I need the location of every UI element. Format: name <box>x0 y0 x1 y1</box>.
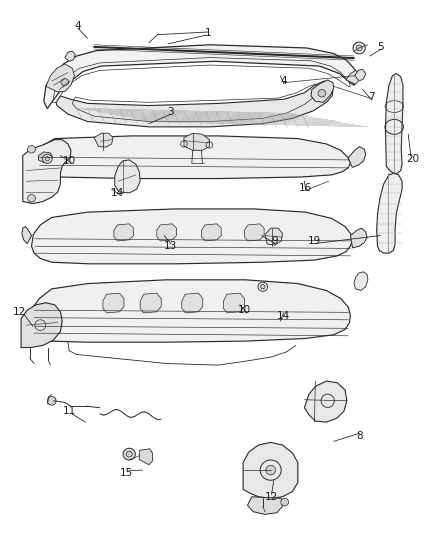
Polygon shape <box>377 173 402 253</box>
Polygon shape <box>350 228 367 248</box>
Polygon shape <box>140 293 161 313</box>
Polygon shape <box>44 45 358 109</box>
Text: 8: 8 <box>356 431 363 441</box>
Text: 20: 20 <box>406 154 419 164</box>
Ellipse shape <box>261 285 265 289</box>
Text: 12: 12 <box>265 492 278 502</box>
Text: 19: 19 <box>308 236 321 246</box>
Polygon shape <box>22 227 32 244</box>
Polygon shape <box>265 228 283 245</box>
Ellipse shape <box>126 451 132 457</box>
Polygon shape <box>103 293 124 313</box>
Polygon shape <box>39 152 53 163</box>
Polygon shape <box>46 64 74 92</box>
Polygon shape <box>21 303 62 348</box>
Ellipse shape <box>353 42 365 54</box>
Polygon shape <box>247 497 283 514</box>
Polygon shape <box>32 209 352 264</box>
Text: 9: 9 <box>272 236 279 246</box>
Ellipse shape <box>28 146 35 153</box>
Text: 13: 13 <box>163 241 177 251</box>
Polygon shape <box>223 293 244 313</box>
Text: 12: 12 <box>13 307 26 317</box>
Ellipse shape <box>28 195 35 202</box>
Polygon shape <box>115 160 140 193</box>
Polygon shape <box>304 381 347 422</box>
Polygon shape <box>184 133 209 150</box>
Ellipse shape <box>318 90 326 97</box>
Text: 1: 1 <box>205 28 212 38</box>
Ellipse shape <box>45 157 49 161</box>
Text: 4: 4 <box>280 76 287 86</box>
Ellipse shape <box>258 282 268 291</box>
Polygon shape <box>114 224 134 241</box>
Polygon shape <box>139 449 152 465</box>
Ellipse shape <box>356 45 362 51</box>
Polygon shape <box>311 80 334 102</box>
Polygon shape <box>23 140 71 204</box>
Polygon shape <box>346 70 359 84</box>
Ellipse shape <box>237 298 247 307</box>
Text: 4: 4 <box>74 21 81 30</box>
Text: 16: 16 <box>299 183 312 192</box>
Ellipse shape <box>47 397 56 405</box>
Polygon shape <box>30 280 350 342</box>
Text: 10: 10 <box>238 305 251 315</box>
Polygon shape <box>34 136 350 179</box>
Polygon shape <box>201 224 221 241</box>
Polygon shape <box>243 442 298 498</box>
Polygon shape <box>65 51 75 61</box>
Text: 11: 11 <box>63 407 76 416</box>
Text: 3: 3 <box>167 107 174 117</box>
Polygon shape <box>56 81 333 127</box>
Polygon shape <box>348 147 366 167</box>
Text: 14: 14 <box>277 311 290 320</box>
Text: 10: 10 <box>63 156 76 166</box>
Text: 14: 14 <box>111 188 124 198</box>
Polygon shape <box>244 224 264 241</box>
Polygon shape <box>94 133 113 147</box>
Ellipse shape <box>240 301 244 305</box>
Ellipse shape <box>281 498 289 506</box>
Polygon shape <box>157 224 177 241</box>
Polygon shape <box>182 293 203 313</box>
Polygon shape <box>354 272 368 290</box>
Ellipse shape <box>61 78 69 85</box>
Text: 5: 5 <box>377 42 384 52</box>
Polygon shape <box>355 69 366 81</box>
Ellipse shape <box>123 448 135 460</box>
Text: 7: 7 <box>368 92 375 102</box>
Ellipse shape <box>266 465 276 475</box>
Text: 15: 15 <box>120 469 133 478</box>
Ellipse shape <box>42 155 52 164</box>
Polygon shape <box>385 74 403 174</box>
